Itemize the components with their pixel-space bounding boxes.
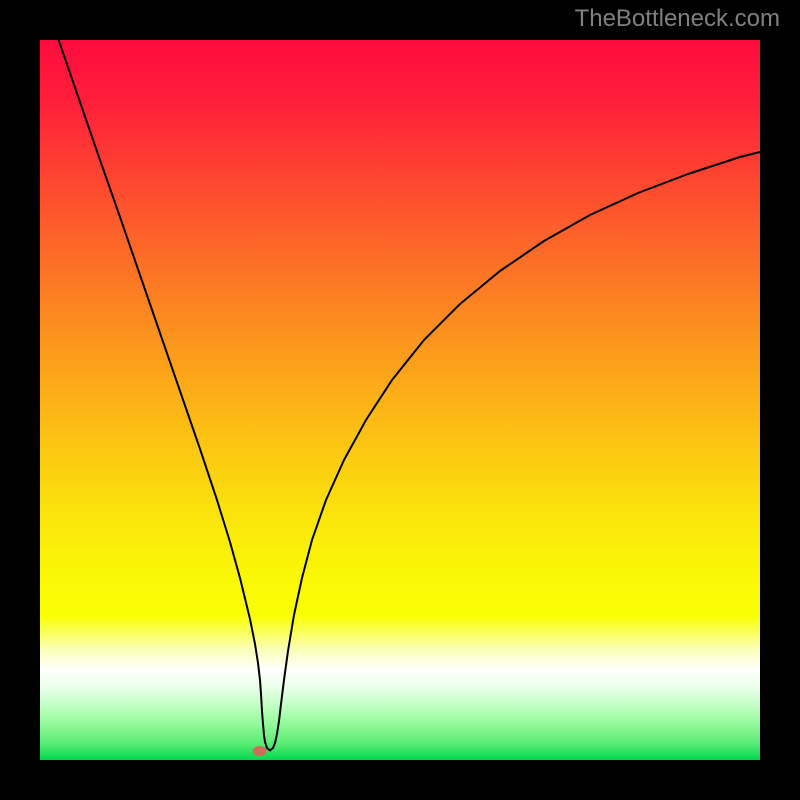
minimum-marker: [253, 746, 267, 756]
plot-background: [40, 40, 760, 760]
watermark-text: TheBottleneck.com: [575, 5, 780, 32]
